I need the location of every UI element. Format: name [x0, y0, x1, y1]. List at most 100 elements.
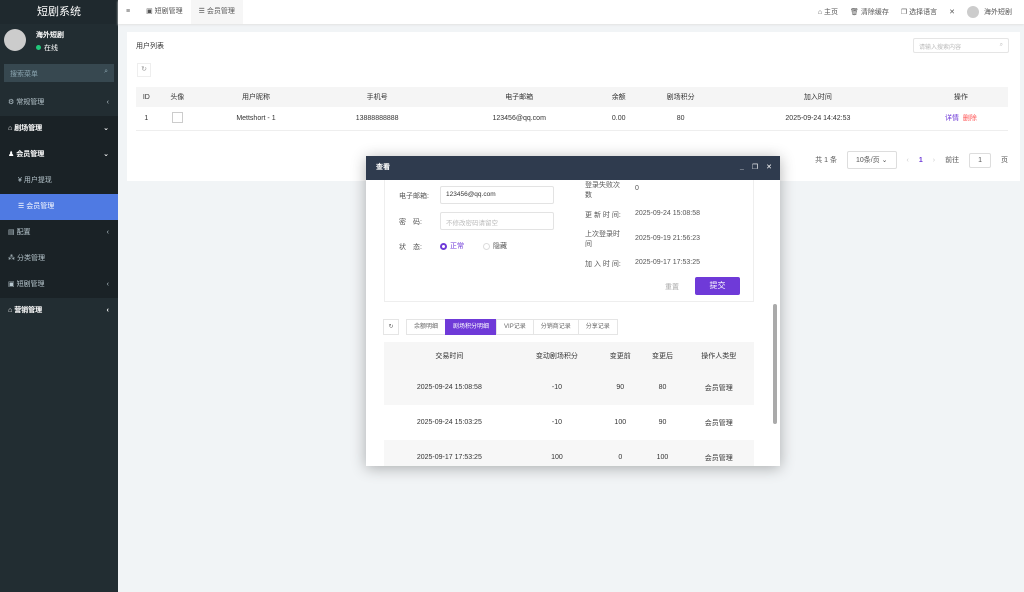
- maximize-icon[interactable]: ❐: [751, 164, 759, 171]
- sidebar-item-marketing[interactable]: ⌂ 营销管理 ‹: [0, 298, 118, 324]
- col-points: 剧场积分: [639, 87, 722, 107]
- sidebar-item-drama[interactable]: ▣ 短剧管理 ‹: [0, 272, 118, 298]
- delete-link[interactable]: 删除: [962, 115, 977, 123]
- sidebar-item-category[interactable]: ⁂ 分类管理: [0, 246, 118, 272]
- menu-toggle-icon[interactable]: ≡: [126, 8, 131, 15]
- tab-points[interactable]: 剧场积分明细: [445, 319, 498, 335]
- cell: 会员管理: [683, 370, 754, 405]
- cell: 100: [641, 440, 684, 466]
- cell-id: 1: [136, 107, 157, 131]
- sidebar-item-members[interactable]: ♟ 会员管理 ⌄: [0, 142, 118, 168]
- chevron-left-icon: ‹: [106, 229, 109, 236]
- avatar: [967, 6, 979, 18]
- goto-input[interactable]: 1: [969, 152, 991, 168]
- email-label: 电子邮箱:: [399, 193, 429, 200]
- label: 用户提现: [23, 177, 52, 184]
- cell: -10: [514, 370, 600, 405]
- refresh-button[interactable]: ↻: [383, 319, 399, 335]
- tab-balance[interactable]: 余额明细: [406, 319, 447, 335]
- joined-value: 2025-09-17 17:53:25: [635, 259, 700, 266]
- joined-label: 加 入 时 间:: [585, 261, 621, 268]
- goto-label: 前往: [945, 157, 960, 164]
- label: 会员管理: [26, 203, 55, 210]
- cell: 90: [599, 370, 642, 405]
- sidebar-item-general[interactable]: ⚙ 常规管理 ‹: [0, 90, 118, 116]
- label: 选择语言: [909, 9, 938, 16]
- chevron-down-icon: ⌄: [103, 151, 109, 158]
- label: 会员管理: [16, 151, 45, 158]
- prev-page-icon[interactable]: ‹: [906, 156, 909, 164]
- user-menu[interactable]: 海外短剧: [967, 6, 1012, 18]
- sidebar-item-config[interactable]: ▤ 配置 ‹: [0, 220, 118, 246]
- chevron-down-icon: ⌄: [103, 125, 109, 132]
- search-icon: ⌕: [999, 42, 1003, 48]
- close-icon[interactable]: ✕: [766, 164, 772, 171]
- refresh-button[interactable]: ↻: [137, 63, 151, 77]
- email-field[interactable]: 123456@qq.com: [440, 186, 554, 204]
- page-unit: 页: [1001, 157, 1008, 164]
- label: 清除缓存: [860, 9, 889, 16]
- col-balance: 余额: [598, 87, 640, 107]
- radio-checked-icon: [440, 242, 447, 250]
- cell-avatar: [156, 107, 198, 131]
- avatar-image: [171, 111, 183, 123]
- cell: -10: [551, 419, 562, 426]
- status-text: 在线: [44, 45, 58, 52]
- cell: 2025-09-17 17:53:25: [384, 440, 515, 466]
- label: 剧场管理: [14, 125, 43, 132]
- col-avatar: 头像: [156, 87, 198, 107]
- fullscreen-icon[interactable]: ✕: [949, 9, 955, 16]
- dialog-scrollbar[interactable]: [770, 180, 780, 466]
- label: 营销管理: [14, 307, 43, 314]
- status-label: 状 态:: [399, 244, 422, 251]
- scrollbar-thumb[interactable]: [773, 304, 777, 424]
- status-radio-hidden[interactable]: 隐藏: [483, 241, 507, 251]
- cell: 90: [658, 419, 667, 426]
- sidebar-item-withdraw[interactable]: ¥ 用户提现: [0, 168, 118, 194]
- last-login-value: 2025-09-19 21:56:23: [635, 235, 700, 242]
- sidebar-item-member-manage[interactable]: ☰ 会员管理: [0, 194, 118, 220]
- menu-search-input[interactable]: 搜索菜单 ⌕: [4, 64, 114, 82]
- tab-vip[interactable]: VIP记录: [496, 319, 534, 335]
- reset-button[interactable]: 重置: [665, 284, 679, 291]
- col-after: 变更后: [641, 342, 684, 370]
- password-label: 密 码:: [399, 219, 422, 226]
- search-input[interactable]: 请输入搜索内容 ⌕: [913, 38, 1009, 53]
- home-link[interactable]: ⌂ 主页: [817, 9, 839, 16]
- col-email: 电子邮箱: [440, 87, 599, 107]
- language-button[interactable]: ❐ 选择语言: [900, 9, 938, 16]
- view-dialog: 查看 _ ❐ ✕ 电子邮箱: 123456@qq.com 密 码: 不修改密码请留空…: [366, 156, 780, 466]
- status-radio-normal[interactable]: 正常: [440, 241, 464, 251]
- table-row: 1 Mettshort - 1 13888888888 123456@qq.co…: [136, 107, 1008, 131]
- page-title: 用户列表: [136, 43, 164, 50]
- col-change: 变动剧场积分: [514, 342, 600, 370]
- tab-members[interactable]: ☰ 会员管理: [190, 0, 243, 24]
- page-size-select[interactable]: 10条/页 ⌄: [846, 151, 897, 169]
- label: 隐藏: [493, 243, 507, 250]
- cell-email: 123456@qq.com: [440, 107, 599, 131]
- status-dot-icon: [36, 45, 41, 50]
- sidebar-item-theater[interactable]: ⌂ 剧场管理 ⌄: [0, 116, 118, 142]
- chevron-left-icon: ‹: [106, 99, 109, 106]
- dialog-header: 查看 _ ❐ ✕: [366, 156, 780, 180]
- password-field[interactable]: 不修改密码请留空: [440, 212, 554, 230]
- detail-link[interactable]: 详情: [944, 115, 959, 123]
- app-title: 短剧系统: [0, 0, 118, 24]
- user-list-card: 用户列表 请输入搜索内容 ⌕ ↻ ID 头像 用户昵称 手机号 电子邮箱 余额 剧…: [127, 32, 1020, 181]
- menu-search-placeholder: 搜索菜单: [10, 71, 38, 78]
- tab-distributor[interactable]: 分销商记录: [532, 319, 579, 335]
- search-icon[interactable]: ⌕: [104, 68, 108, 75]
- page-number[interactable]: 1: [918, 156, 923, 164]
- member-form: 电子邮箱: 123456@qq.com 密 码: 不修改密码请留空 状 态: 正…: [384, 180, 754, 302]
- cell-nickname: Mettshort - 1: [197, 107, 314, 131]
- chevron-left-icon: ‹: [106, 281, 109, 288]
- cell-actions: 详情 删除: [913, 107, 1008, 131]
- clear-cache-button[interactable]: 🗑 清除缓存: [850, 9, 889, 16]
- label: 主页: [824, 9, 839, 16]
- minimize-icon[interactable]: _: [739, 164, 744, 171]
- submit-button[interactable]: 提交: [695, 277, 740, 295]
- cell: 100: [614, 419, 627, 426]
- tab-drama[interactable]: ▣ 短剧管理: [146, 8, 183, 15]
- next-page-icon[interactable]: ›: [932, 156, 936, 164]
- tab-share[interactable]: 分享记录: [577, 319, 618, 335]
